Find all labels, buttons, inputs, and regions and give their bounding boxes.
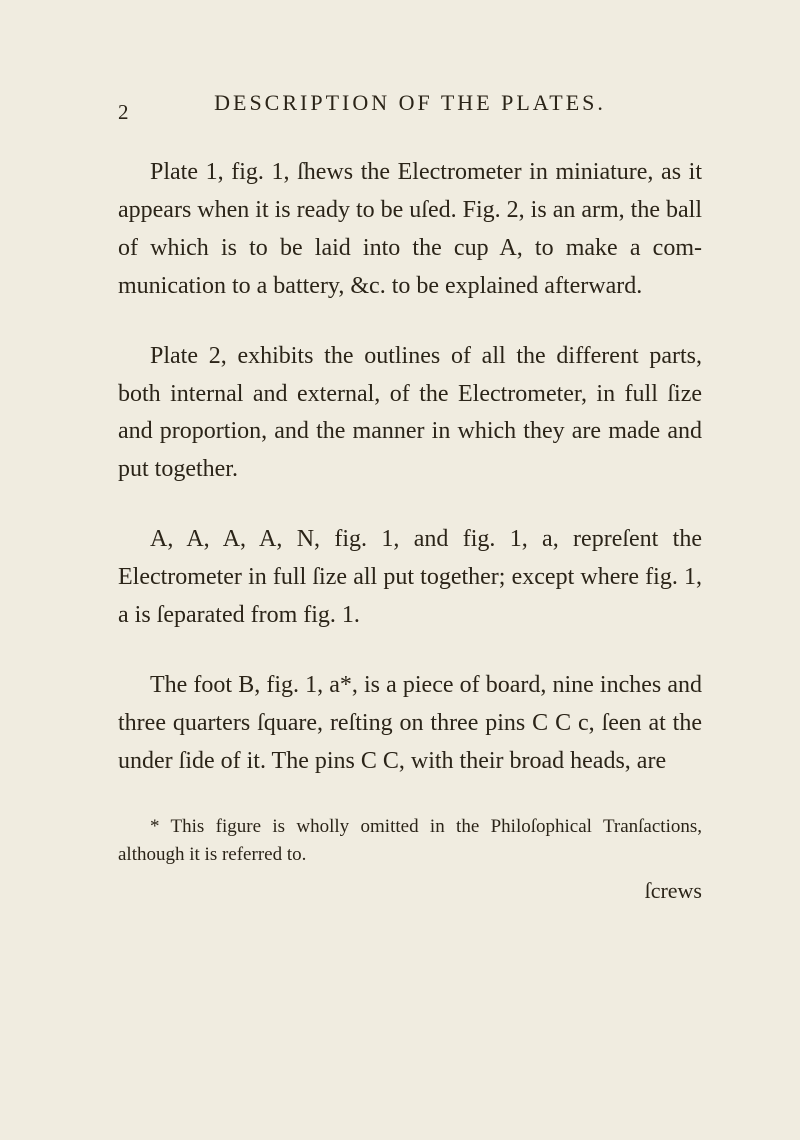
catchword: ſcrews <box>118 878 702 904</box>
paragraph-2: Plate 2, exhibits the outlines of all th… <box>118 338 702 490</box>
paragraph-1: Plate 1, fig. 1, ſhews the Electrometer … <box>118 154 702 306</box>
page-number: 2 <box>118 100 129 125</box>
footnote: * This figure is wholly omitted in the P… <box>118 813 702 870</box>
page-header: DESCRIPTION OF THE PLATES. <box>118 90 702 116</box>
paragraph-3: A, A, A, A, N, fig. 1, and fig. 1, a, re… <box>118 521 702 635</box>
paragraph-4: The foot B, fig. 1, a*, is a piece of bo… <box>118 667 702 781</box>
